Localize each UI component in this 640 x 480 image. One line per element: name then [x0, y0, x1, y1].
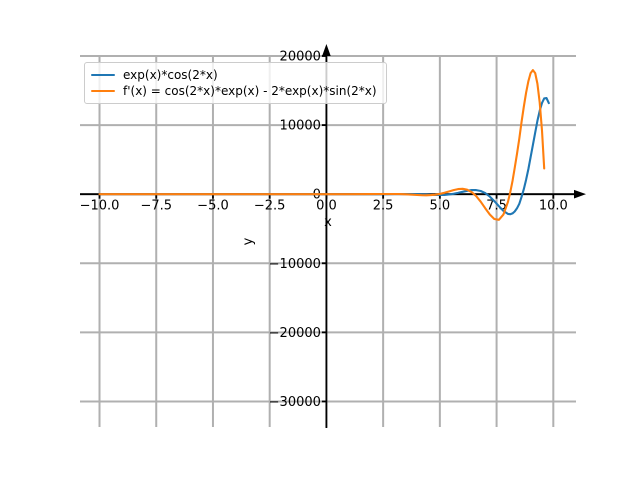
- x-tick-label: −7.5: [140, 199, 172, 214]
- y-tick-label: −10000: [269, 257, 321, 272]
- series-line-0: [98, 97, 550, 216]
- legend-item: f'(x) = cos(2*x)*exp(x) - 2*exp(x)*sin(2…: [91, 83, 377, 99]
- x-tick-label: 2.5: [373, 199, 394, 214]
- y-axis-label: y: [241, 237, 256, 245]
- x-tick-label: −10.0: [80, 199, 120, 214]
- y-axis-arrow-icon: [322, 44, 331, 56]
- legend-item: exp(x)*cos(2*x): [91, 67, 377, 83]
- legend-label: f'(x) = cos(2*x)*exp(x) - 2*exp(x)*sin(2…: [123, 84, 377, 98]
- x-tick-label: −2.5: [254, 199, 286, 214]
- y-tick-label: −20000: [269, 326, 321, 341]
- x-tick-label: 5.0: [430, 199, 451, 214]
- legend: exp(x)*cos(2*x) f'(x) = cos(2*x)*exp(x) …: [84, 62, 387, 104]
- y-tick-label: 20000: [280, 50, 321, 65]
- x-axis-arrow-icon: [574, 189, 586, 199]
- legend-line-sample-orange: [91, 90, 115, 92]
- legend-line-sample-blue: [91, 74, 115, 76]
- legend-label: exp(x)*cos(2*x): [123, 68, 218, 82]
- series-line-1: [98, 69, 546, 221]
- x-tick-label: 10.0: [539, 199, 568, 214]
- y-tick-label: 10000: [280, 119, 321, 134]
- x-axis-label: x: [324, 215, 332, 230]
- x-tick-label: 0.0: [316, 199, 337, 214]
- y-tick-label: −30000: [269, 395, 321, 410]
- x-tick-label: −5.0: [197, 199, 229, 214]
